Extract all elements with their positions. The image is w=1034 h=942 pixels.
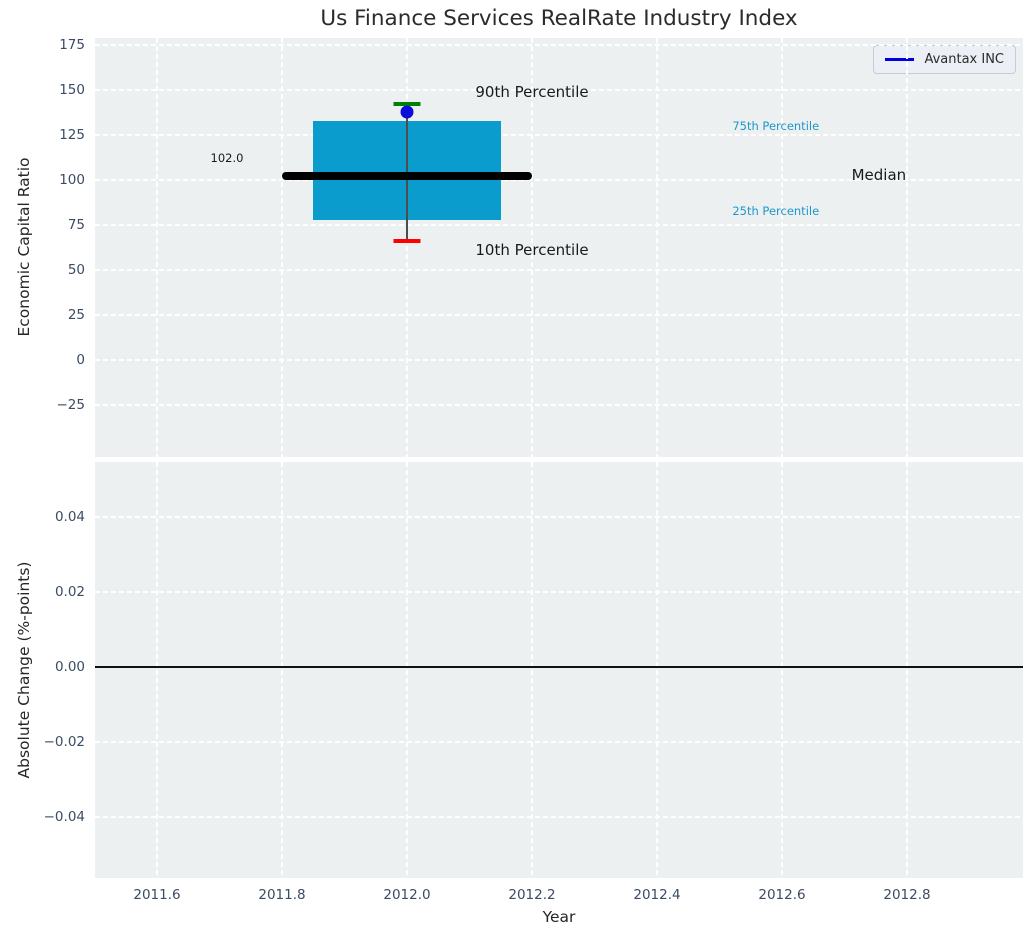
chart-title: Us Finance Services RealRate Industry In… bbox=[320, 6, 798, 31]
gridline-horizontal bbox=[95, 134, 1023, 136]
y-axis-label-bottom: Absolute Change (%-points) bbox=[15, 561, 33, 779]
gridline-vertical bbox=[281, 38, 283, 457]
x-tick-label: 2012.4 bbox=[633, 887, 681, 903]
gridline-vertical bbox=[656, 38, 658, 457]
x-tick-label: 2011.8 bbox=[258, 887, 306, 903]
gridline-vertical bbox=[906, 38, 908, 457]
axes-economic-capital-ratio: Avantax INC 90th Percentile 10th Percenti… bbox=[95, 38, 1023, 457]
company-point bbox=[400, 105, 414, 119]
gridline-vertical bbox=[156, 38, 158, 457]
gridline-horizontal bbox=[95, 179, 1023, 181]
x-tick-label: 2012.2 bbox=[508, 887, 556, 903]
median-line bbox=[282, 172, 532, 181]
y-tick-label: 100 bbox=[59, 172, 85, 188]
zero-reference-line bbox=[95, 666, 1023, 668]
gridline-vertical bbox=[281, 462, 283, 878]
legend: Avantax INC bbox=[873, 45, 1016, 74]
gridline-horizontal bbox=[95, 815, 1023, 818]
gridline-vertical bbox=[656, 462, 658, 878]
x-tick-label: 2012.8 bbox=[883, 887, 931, 903]
y-tick-label: −25 bbox=[56, 396, 86, 413]
gridline-horizontal bbox=[95, 44, 1023, 47]
gridline-horizontal bbox=[95, 358, 1023, 361]
whisker-line bbox=[406, 103, 408, 242]
gridline-vertical bbox=[531, 462, 533, 878]
x-tick-label: 2011.6 bbox=[133, 887, 181, 903]
y-tick-label: 0.02 bbox=[54, 584, 85, 601]
whisker-cap-10th bbox=[393, 239, 421, 244]
gridline-horizontal bbox=[95, 89, 1023, 91]
gridline-vertical bbox=[406, 462, 408, 878]
y-tick-label: 25 bbox=[67, 306, 85, 323]
y-tick-label: 150 bbox=[59, 82, 85, 98]
annotation-90th-percentile: 90th Percentile bbox=[475, 82, 589, 101]
y-tick-label: 75 bbox=[67, 217, 85, 233]
whisker-cap-90th bbox=[393, 101, 421, 106]
y-tick-label: 125 bbox=[59, 127, 85, 143]
y-axis-label-top: Economic Capital Ratio bbox=[15, 157, 33, 337]
gridline-horizontal bbox=[95, 313, 1023, 316]
gridline-horizontal bbox=[95, 403, 1023, 406]
gridline-vertical bbox=[531, 38, 533, 457]
legend-label: Avantax INC bbox=[924, 52, 1004, 67]
gridline-horizontal bbox=[95, 516, 1023, 519]
y-tick-label: 50 bbox=[67, 261, 85, 278]
axes-absolute-change bbox=[95, 462, 1023, 878]
x-axis-label: Year bbox=[542, 908, 576, 926]
annotation-102-0: 102.0 bbox=[210, 151, 244, 166]
gridline-vertical bbox=[906, 462, 908, 878]
y-tick-label: 0.00 bbox=[54, 659, 85, 675]
y-tick-label: 175 bbox=[59, 37, 85, 54]
gridline-horizontal bbox=[95, 224, 1023, 226]
y-tick-label: −0.02 bbox=[43, 733, 85, 750]
gridline-vertical bbox=[406, 38, 408, 457]
gridline-horizontal bbox=[95, 740, 1023, 743]
y-tick-label: 0 bbox=[76, 351, 85, 368]
annotation-10th-percentile: 10th Percentile bbox=[475, 241, 589, 260]
gridline-vertical bbox=[781, 462, 783, 878]
gridline-vertical bbox=[781, 38, 783, 457]
annotation-75th-percentile: 75th Percentile bbox=[732, 119, 820, 133]
x-tick-label: 2012.0 bbox=[383, 887, 431, 903]
annotation-25th-percentile: 25th Percentile bbox=[732, 203, 820, 218]
annotation-median: Median bbox=[851, 165, 907, 184]
y-tick-label: 0.04 bbox=[54, 509, 85, 526]
gridline-vertical bbox=[156, 462, 158, 878]
legend-line-sample bbox=[885, 58, 915, 61]
gridline-horizontal bbox=[95, 268, 1023, 271]
x-tick-label: 2012.6 bbox=[758, 887, 806, 903]
y-tick-label: −0.04 bbox=[43, 808, 85, 825]
gridline-horizontal bbox=[95, 591, 1023, 594]
